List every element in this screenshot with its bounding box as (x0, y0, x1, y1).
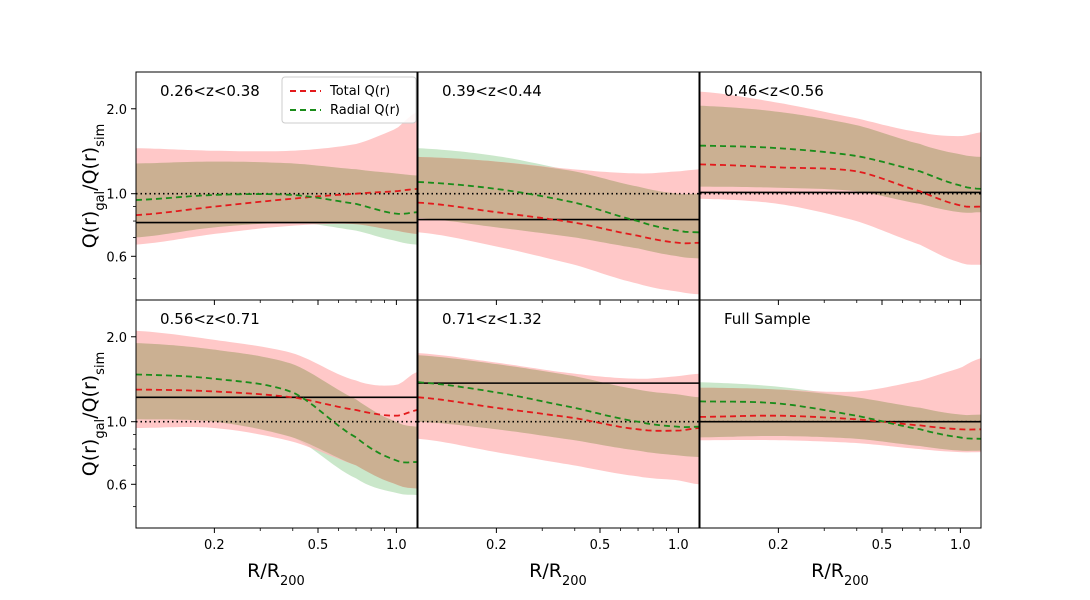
axis-ticks: 0.6 1.0 2.0 0.2 0.5 1.0 0.6 1.0 2.0 0.2 0.5 1.0 0.2 0… (106, 103, 970, 553)
y-axis-title-sub1: gal (93, 419, 108, 439)
panel-label: 0.56<z<0.71 (160, 310, 260, 328)
panel-bands (418, 353, 699, 485)
panel-bands (418, 148, 699, 295)
x-tick-label: 1.0 (668, 538, 689, 553)
x-axis-title-main: R/R (247, 560, 280, 582)
y-axis-title-sub2: sim (93, 124, 108, 147)
y-axis-title-sub2: sim (93, 352, 108, 375)
x-axis-title-1: R/R200 (247, 560, 305, 589)
panel-label: 0.71<z<1.32 (442, 310, 542, 328)
panel-lines (136, 373, 417, 464)
panel-label: 0.39<z<0.44 (442, 82, 542, 100)
panel-frames (135, 71, 982, 529)
panel-label: Full Sample (724, 310, 811, 328)
x-axis-title-3: R/R200 (811, 560, 869, 589)
x-axis-title-main: R/R (529, 560, 562, 582)
panel-bands (136, 330, 417, 495)
total-line (136, 188, 417, 216)
confidence-bands (136, 91, 981, 495)
panel-label: 0.26<z<0.38 (160, 82, 260, 100)
x-axis-title-sub: 200 (844, 574, 869, 589)
x-tick-label: 0.5 (308, 538, 329, 553)
radial-line (700, 400, 981, 440)
radial-line (418, 381, 699, 429)
overlap-band (136, 343, 417, 489)
y-tick-label: 0.6 (106, 478, 127, 493)
y-axis-title-sep: /Q(r) (79, 147, 101, 191)
x-axis-title-sub: 200 (280, 574, 305, 589)
panel-bands (136, 111, 417, 245)
legend-label-total: Total Q(r) (329, 84, 390, 99)
panel-frame (699, 299, 982, 529)
legend: Total Q(r) Radial Q(r) (281, 76, 417, 124)
x-axis-title-2: R/R200 (529, 560, 587, 589)
x-axis-title-sub: 200 (562, 574, 587, 589)
x-tick-label: 0.5 (872, 538, 893, 553)
y-axis-title-bottom: Q(r)gal/Q(r)sim (79, 352, 108, 477)
x-tick-label: 1.0 (950, 538, 971, 553)
overlap-band (418, 156, 699, 259)
y-tick-label: 2.0 (106, 103, 127, 118)
total-line (418, 396, 699, 432)
panel-frame (417, 299, 700, 529)
y-axis-title-main: Q(r) (79, 439, 101, 477)
panel-labels: 0.26<z<0.38 0.39<z<0.44 0.46<z<0.56 0.56<z<… (160, 82, 824, 328)
total-line (136, 388, 417, 417)
y-axis-title-top: Q(r)gal/Q(r)sim (79, 124, 108, 249)
total-line (700, 163, 981, 208)
panel-bands (700, 358, 981, 453)
x-tick-label: 0.2 (204, 538, 225, 553)
overlap-band (700, 105, 981, 213)
x-tick-label: 0.2 (486, 538, 507, 553)
total-line (418, 201, 699, 245)
total-line (700, 414, 981, 431)
x-tick-label: 0.5 (590, 538, 611, 553)
legend-box (281, 76, 417, 124)
legend-label-radial: Radial Q(r) (330, 103, 400, 118)
y-axis-title-sep: /Q(r) (79, 375, 101, 419)
y-tick-label: 0.6 (106, 250, 127, 265)
panel-label: 0.46<z<0.56 (724, 82, 824, 100)
panel-bands (700, 91, 981, 265)
panel-lines (418, 181, 699, 245)
y-tick-label: 1.0 (106, 416, 127, 431)
data-lines (136, 144, 981, 464)
radial-line (136, 193, 417, 215)
y-tick-label: 1.0 (106, 188, 127, 203)
x-tick-label: 0.2 (768, 538, 789, 553)
radial-line (136, 373, 417, 464)
panel-frame (135, 299, 418, 529)
y-axis-title-main: Q(r) (79, 211, 101, 249)
y-tick-label: 2.0 (106, 331, 127, 346)
y-axis-title-sub1: gal (93, 191, 108, 211)
panel-lines (700, 144, 981, 208)
x-tick-label: 1.0 (386, 538, 407, 553)
radial-line (700, 144, 981, 190)
radial-line (418, 181, 699, 234)
panel-lines (136, 188, 417, 224)
panel-lines (418, 381, 699, 432)
overlap-band (418, 355, 699, 457)
x-axis-title-main: R/R (811, 560, 844, 582)
panel-lines (700, 400, 981, 440)
